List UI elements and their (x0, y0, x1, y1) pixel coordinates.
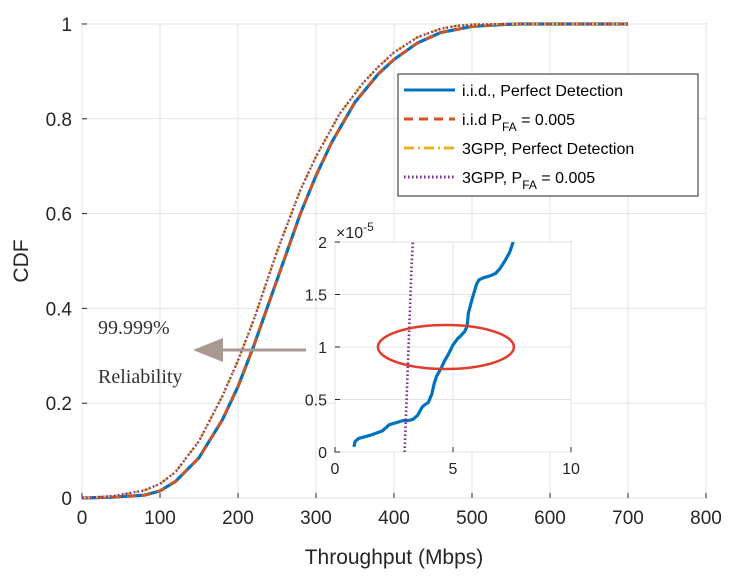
main-x-tick-label: 700 (612, 508, 644, 529)
main-y-tick-label: 0.4 (46, 299, 73, 320)
main-x-tick-label: 600 (534, 508, 566, 529)
inset-y-tick-label: 0 (318, 445, 327, 462)
main-y-tick-label: 0.2 (46, 394, 72, 415)
main-x-tick-label: 300 (300, 508, 332, 529)
reliability-annotation-line2: Reliability (98, 366, 182, 388)
main-y-ticks: 0 0.2 0.4 0.6 0.8 1 (46, 15, 87, 510)
inset-series-group (352, 241, 515, 453)
inset-y-tick-label: 0.5 (305, 393, 327, 410)
legend-label-3: 3GPP, Perfect Detection (462, 141, 634, 158)
inset-y-exponent: ×10-5 (336, 220, 374, 242)
inset-x-tick-label: 0 (331, 461, 340, 478)
main-x-tick-label: 200 (222, 508, 254, 529)
main-y-tick-label: 0.8 (46, 110, 72, 131)
legend-label-1: i.i.d., Perfect Detection (462, 83, 623, 100)
main-series-group (81, 22, 628, 500)
inset-x-ticks: 0 5 10 (331, 447, 580, 478)
inset-series-line-2 (403, 241, 415, 453)
main-x-tick-label: 0 (77, 508, 88, 529)
inset-x-tick-label: 5 (449, 461, 458, 478)
main-y-tick-label: 0 (61, 489, 72, 510)
inset-x-tick-label: 10 (562, 461, 580, 478)
highlight-ellipse (376, 323, 516, 371)
main-x-tick-label: 800 (690, 508, 722, 529)
inset-y-tick-label: 2 (318, 235, 327, 252)
main-series-line-4 (81, 22, 628, 500)
legend-label-4: 3GPP, PFA = 0.005 (462, 170, 595, 192)
legend-label-2: i.i.d PFA = 0.005 (462, 112, 575, 134)
main-x-ticks: 0 100 200 300 400 500 600 700 800 (77, 493, 722, 529)
reliability-annotation-line1: 99.999% (98, 317, 170, 339)
x-axis-label: Throughput (Mbps) (305, 546, 484, 569)
y-axis-label: CDF (10, 239, 33, 282)
main-y-tick-label: 0.6 (46, 205, 72, 226)
inset-y-tick-label: 1.5 (305, 288, 327, 305)
main-x-tick-label: 500 (456, 508, 488, 529)
main-x-tick-label: 400 (378, 508, 410, 529)
main-y-tick-label: 1 (61, 15, 72, 36)
inset-y-ticks: 0 0.5 1 1.5 2 (305, 235, 340, 462)
inset-y-tick-label: 1 (318, 340, 327, 357)
legend: i.i.d., Perfect Detection i.i.d PFA = 0.0… (397, 73, 699, 197)
main-x-tick-label: 100 (144, 508, 176, 529)
inset-series-line-1 (352, 241, 515, 448)
